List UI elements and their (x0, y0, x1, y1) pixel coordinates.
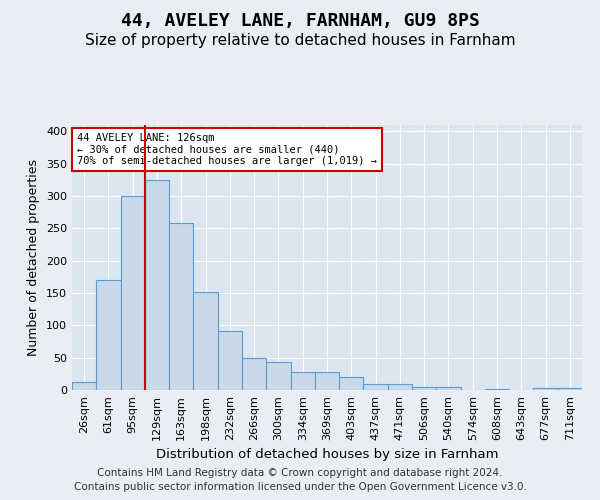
Bar (193, 292, 218, 390)
Text: Size of property relative to detached houses in Farnham: Size of property relative to detached ho… (85, 32, 515, 48)
Bar (169, 223, 193, 390)
Bar (266, 362, 290, 390)
Bar (436, 388, 461, 390)
Bar (96, 280, 121, 390)
Bar (121, 196, 145, 390)
Bar (388, 384, 412, 390)
Text: 44, AVELEY LANE, FARNHAM, GU9 8PS: 44, AVELEY LANE, FARNHAM, GU9 8PS (121, 12, 479, 30)
Text: 44 AVELEY LANE: 126sqm
← 30% of detached houses are smaller (440)
70% of semi-de: 44 AVELEY LANE: 126sqm ← 30% of detached… (77, 133, 377, 166)
Bar (364, 384, 388, 390)
Y-axis label: Number of detached properties: Number of detached properties (28, 159, 40, 356)
Bar (558, 388, 582, 390)
Bar (339, 377, 364, 390)
Text: Contains HM Land Registry data © Crown copyright and database right 2024.: Contains HM Land Registry data © Crown c… (97, 468, 503, 477)
Bar (145, 180, 169, 390)
Bar (72, 382, 96, 390)
Bar (218, 330, 242, 390)
Bar (485, 388, 509, 390)
X-axis label: Distribution of detached houses by size in Farnham: Distribution of detached houses by size … (156, 448, 498, 461)
Text: Contains public sector information licensed under the Open Government Licence v3: Contains public sector information licen… (74, 482, 526, 492)
Bar (533, 388, 558, 390)
Bar (412, 388, 436, 390)
Bar (242, 358, 266, 390)
Bar (315, 372, 339, 390)
Bar (290, 372, 315, 390)
